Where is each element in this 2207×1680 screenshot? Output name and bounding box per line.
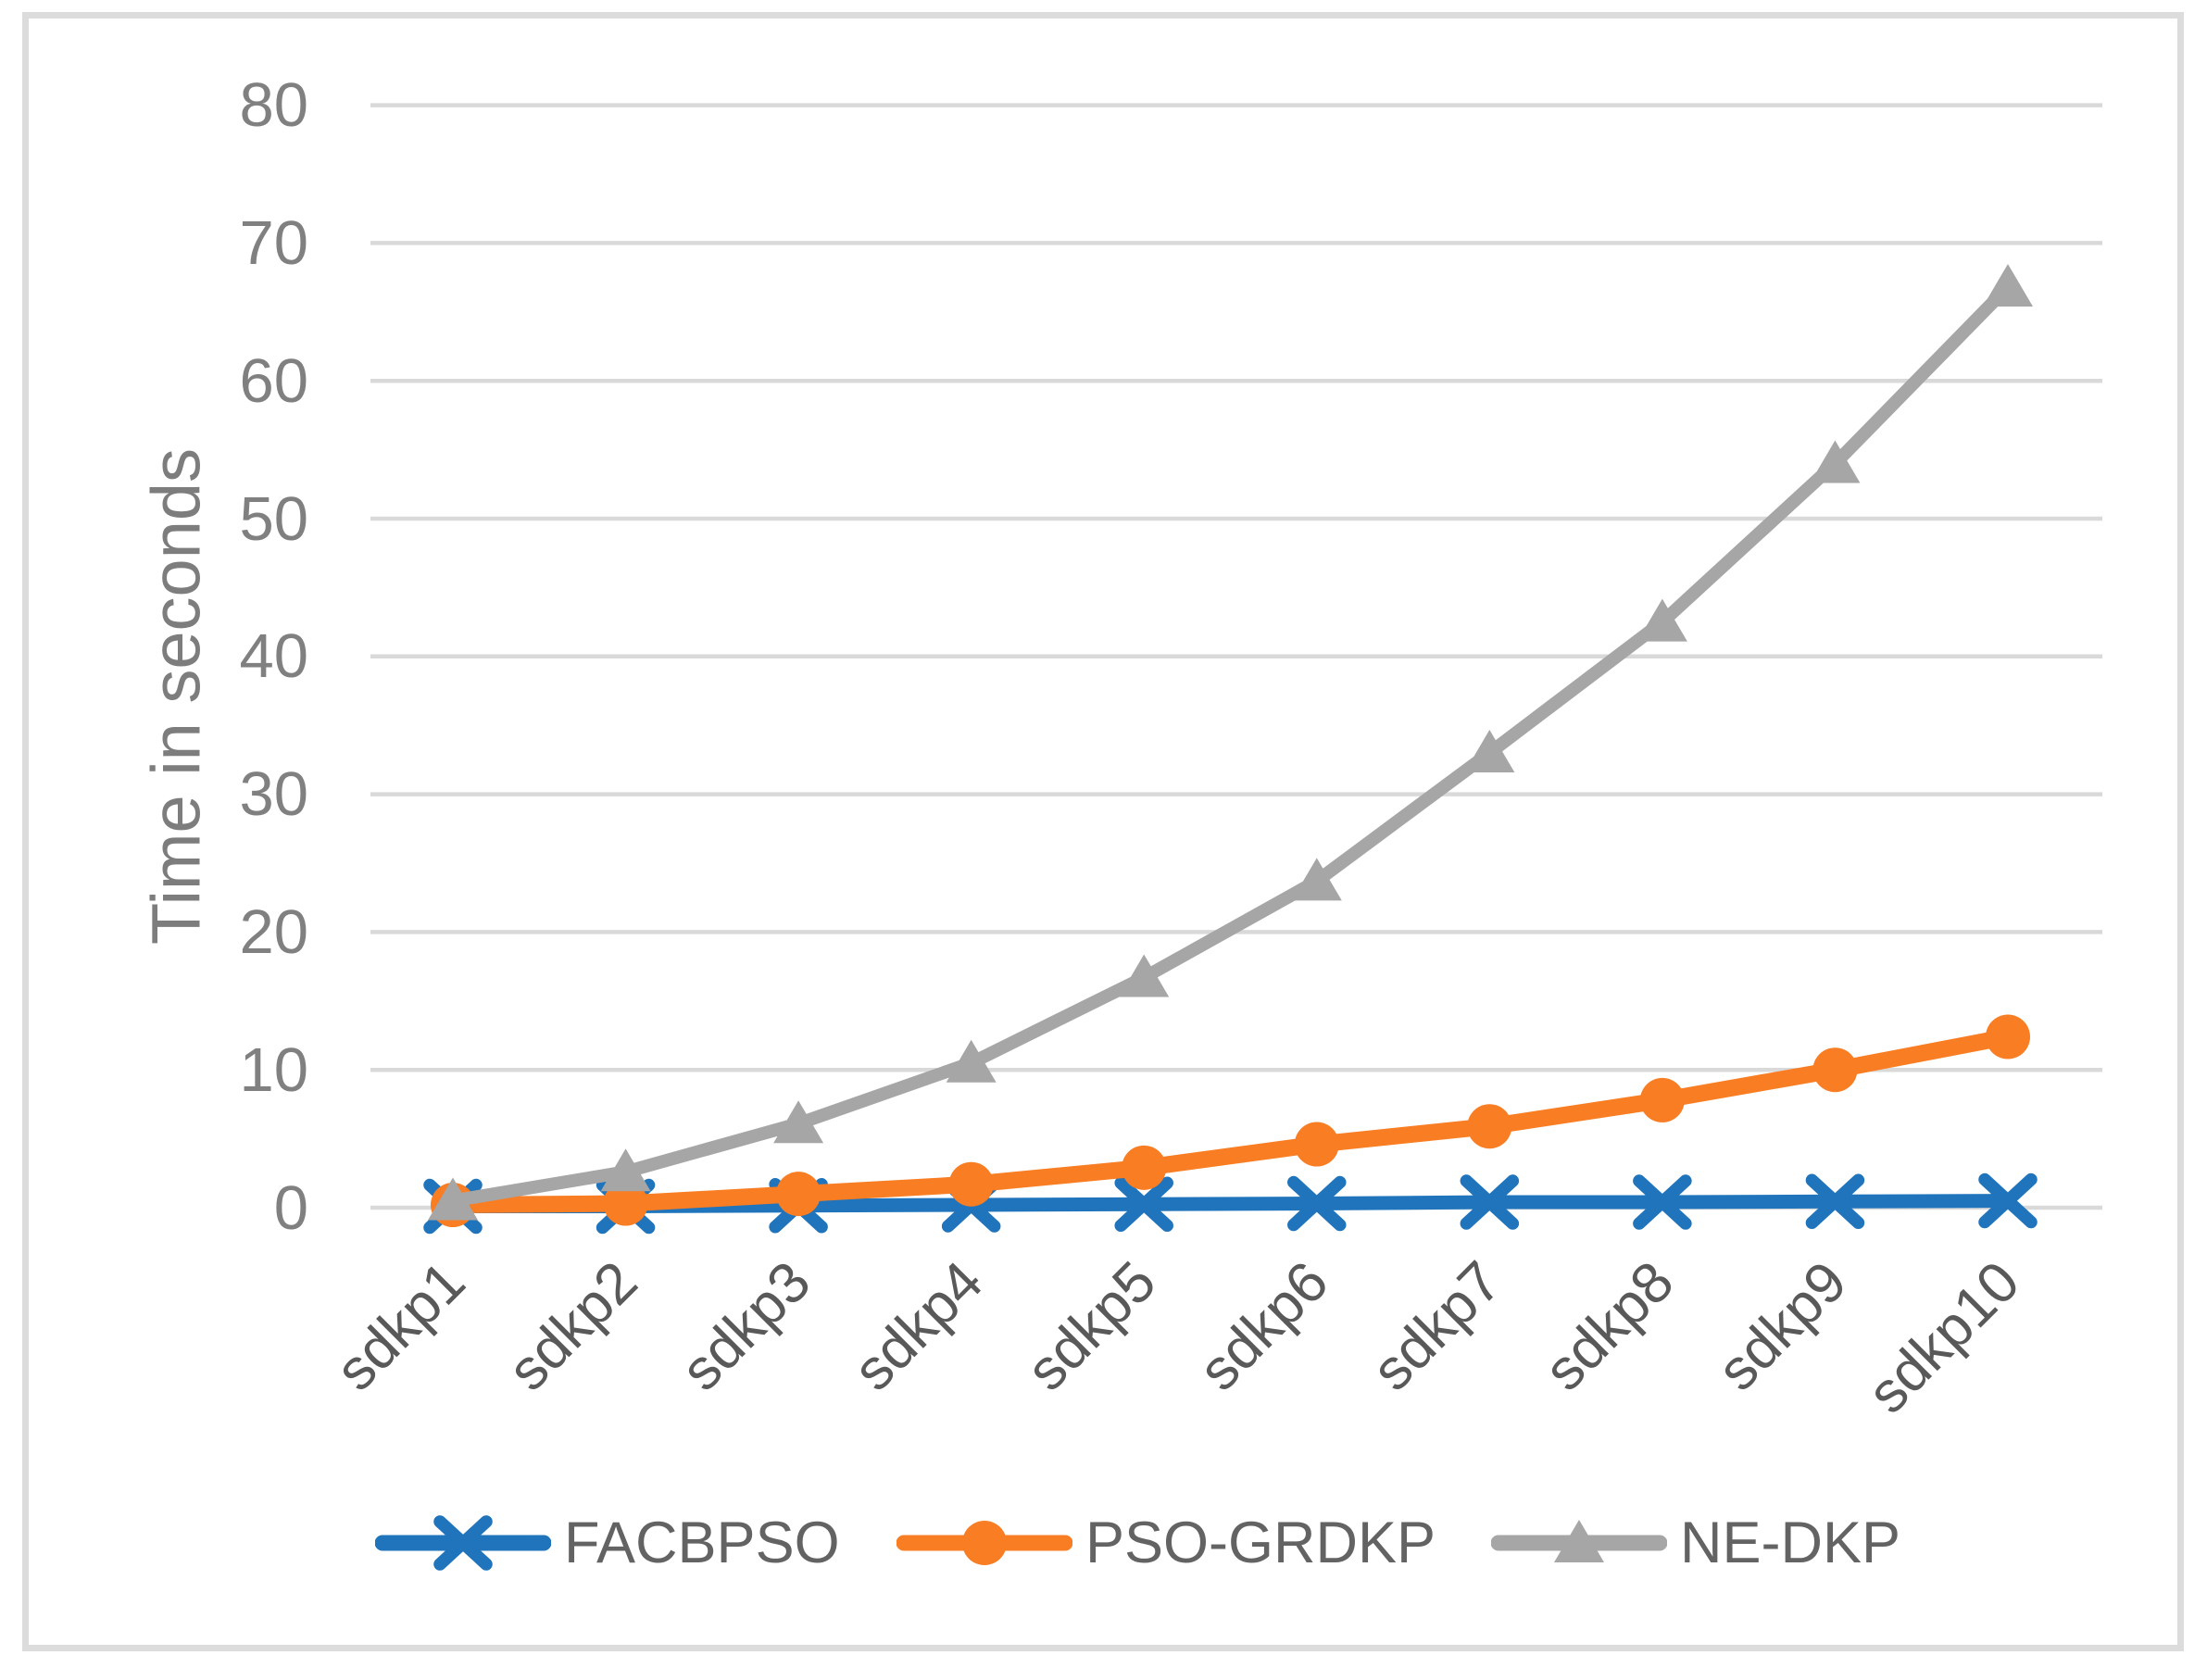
y-tick-label-20: 20 [239, 896, 308, 967]
marker-triangle-NE-DKP-sdkp5 [1119, 954, 1170, 997]
marker-circle-PSO-GRDKP-sdkp7 [1467, 1104, 1512, 1149]
marker-circle-PSO-GRDKP-sdkp4 [948, 1161, 994, 1207]
marker-x-FACBPSO-sdkp10 [1978, 1172, 2038, 1229]
marker-triangle-NE-DKP-sdkp2 [600, 1148, 651, 1192]
y-tick-label-30: 30 [239, 759, 308, 830]
y-tick-label-40: 40 [239, 621, 308, 692]
y-tick-label-70: 70 [239, 207, 308, 278]
marker-x-FACBPSO-sdkp8 [1633, 1174, 1692, 1230]
y-tick-label-0: 0 [273, 1172, 308, 1243]
marker-triangle-NE-DKP-sdkp9 [1810, 440, 1861, 483]
marker-x-FACBPSO-sdkp6 [1287, 1175, 1347, 1232]
legend-item-PSO-GRDKP: PSO-GRDKP [897, 1510, 1436, 1576]
marker-x-FACBPSO-sdkp5 [1114, 1176, 1173, 1233]
legend-marker-triangle-icon [1554, 1520, 1604, 1562]
legend-label-FACBPSO: FACBPSO [564, 1511, 840, 1575]
marker-x-FACBPSO-sdkp7 [1460, 1174, 1520, 1230]
legend-label-NE-DKP: NE-DKP [1680, 1511, 1901, 1575]
marker-triangle-NE-DKP-sdkp6 [1291, 858, 1342, 901]
marker-circle-PSO-GRDKP-sdkp9 [1812, 1047, 1858, 1093]
legend-sample-x-icon [375, 1515, 551, 1571]
marker-circle-PSO-GRDKP-sdkp2 [603, 1181, 648, 1226]
series-line-PSO-GRDKP [445, 1028, 2016, 1214]
marker-triangle-NE-DKP-sdkp7 [1464, 729, 1515, 772]
marker-circle-PSO-GRDKP-sdkp10 [1986, 1014, 2030, 1059]
legend-item-NE-DKP: NE-DKP [1491, 1510, 1900, 1576]
marker-triangle-NE-DKP-sdkp1 [428, 1177, 478, 1221]
marker-circle-PSO-GRDKP-sdkp8 [1639, 1077, 1685, 1122]
marker-circle-PSO-GRDKP-sdkp5 [1122, 1145, 1167, 1190]
marker-triangle-NE-DKP-sdkp10 [1983, 264, 2033, 307]
marker-triangle-NE-DKP-sdkp8 [1636, 598, 1687, 642]
y-tick-label-80: 80 [239, 70, 308, 141]
y-tick-label-50: 50 [239, 483, 308, 554]
legend-marker-circle-icon [962, 1521, 1007, 1565]
y-tick-label-10: 10 [239, 1034, 308, 1105]
legend-sample-triangle-icon [1491, 1520, 1667, 1562]
marker-circle-PSO-GRDKP-sdkp3 [776, 1172, 821, 1217]
marker-triangle-NE-DKP-sdkp3 [773, 1100, 824, 1144]
legend-item-FACBPSO: FACBPSO [375, 1510, 840, 1576]
marker-triangle-NE-DKP-sdkp4 [946, 1039, 997, 1083]
marker-circle-PSO-GRDKP-sdkp6 [1294, 1122, 1339, 1167]
chart-border [22, 12, 2184, 1651]
legend-sample-circle-icon [897, 1521, 1072, 1565]
marker-x-FACBPSO-sdkp9 [1805, 1173, 1865, 1230]
legend-label-PSO-GRDKP: PSO-GRDKP [1085, 1511, 1436, 1575]
legend-marker-x-icon [433, 1515, 493, 1571]
series-line-NE-DKP [446, 281, 2014, 1208]
y-tick-label-60: 60 [239, 345, 308, 416]
